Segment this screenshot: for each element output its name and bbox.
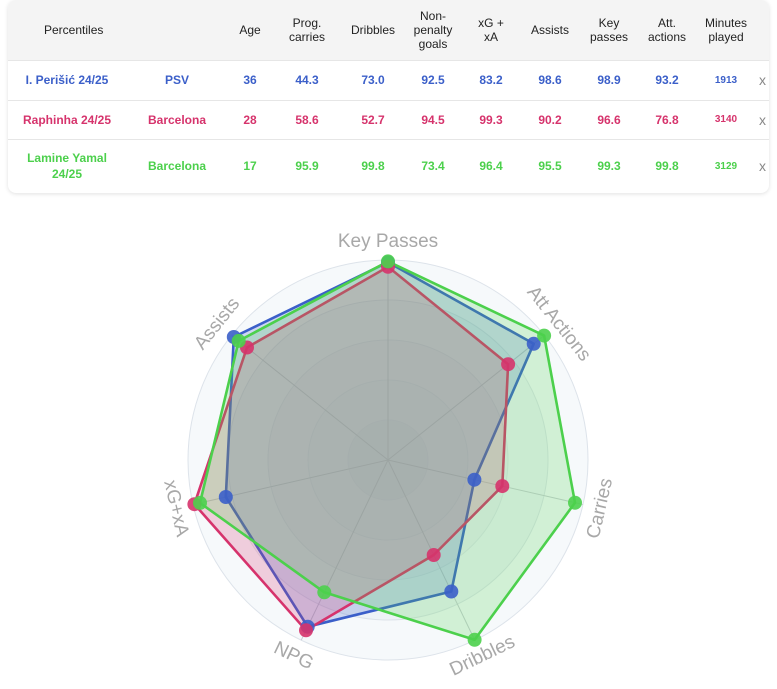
npg-value: 92.5 [404,59,462,100]
header-dribbles[interactable]: Dribbles [342,0,404,60]
table-row: I. Perišić 24/25 PSV 36 44.3 73.0 92.5 83.2 98.… [8,59,769,100]
header-age[interactable]: Age [228,0,272,60]
radar-chart: Key Passes Att Actions Carries Dribbles NPG x… [0,193,777,689]
minutes-value: 3129 [696,138,756,193]
team-name[interactable]: Barcelona [126,138,228,193]
dribbles-value: 99.8 [342,138,404,193]
header-prog-carries[interactable]: Prog. carries [272,0,342,60]
player-name[interactable]: Raphinha 24/25 [8,99,126,139]
data-point[interactable] [537,328,552,343]
header-npg[interactable]: Non- penalty goals [404,0,462,60]
player-name[interactable]: Lamine Yamal 24/25 [8,138,126,193]
data-point[interactable] [467,472,482,487]
axis-line [300,459,389,641]
series-area [198,260,577,642]
assists-value: 90.2 [520,99,580,139]
header-assists[interactable]: Assists [520,0,580,60]
xgxa-value: 99.3 [462,99,520,139]
prog-carries-value: 44.3 [272,59,342,100]
player-name[interactable]: I. Perišić 24/25 [8,59,126,100]
axis-label: xG+xA [159,478,192,539]
axis-line [231,334,389,461]
header-xgxa[interactable]: xG + xA [462,0,520,60]
minutes-value: 1913 [696,59,756,100]
header-percentiles: Percentiles [8,0,126,60]
data-point[interactable] [568,495,582,510]
axis-line [387,334,545,461]
xgxa-value: 83.2 [462,59,520,100]
att-actions-value: 93.2 [638,59,696,100]
att-actions-value: 76.8 [638,99,696,139]
header-minutes[interactable]: Minutes played [696,0,756,60]
assists-value: 98.6 [520,59,580,100]
data-point[interactable] [193,495,207,510]
data-point[interactable] [444,584,459,599]
data-point[interactable] [381,254,395,269]
remove-button[interactable]: x [756,59,769,100]
age-value: 28 [228,99,272,139]
percentiles-table-card: Percentiles Age Prog. carries Dribbles N… [8,0,769,193]
axis-line [387,459,584,505]
data-point[interactable] [467,632,482,647]
att-actions-value: 99.8 [638,138,696,193]
data-point[interactable] [501,357,516,372]
data-point[interactable] [299,623,313,638]
data-point[interactable] [231,333,246,348]
data-point[interactable] [317,585,332,600]
key-passes-value: 99.3 [580,138,638,193]
prog-carries-value: 95.9 [272,138,342,193]
data-point[interactable] [426,548,441,562]
header-team [126,0,228,60]
dribbles-value: 73.0 [342,59,404,100]
npg-value: 73.4 [404,138,462,193]
age-value: 17 [228,138,272,193]
remove-button[interactable]: x [756,138,769,193]
age-value: 36 [228,59,272,100]
remove-button[interactable]: x [756,99,769,139]
team-name[interactable]: Barcelona [126,99,228,139]
prog-carries-value: 58.6 [272,99,342,139]
axis-label: Key Passes [338,231,438,252]
table-row: Lamine Yamal 24/25 Barcelona 17 95.9 99.8 73.… [8,138,769,193]
dribbles-value: 52.7 [342,99,404,139]
data-point[interactable] [526,336,541,351]
key-passes-value: 98.9 [580,59,638,100]
key-passes-value: 96.6 [580,99,638,139]
table-header-row: Percentiles Age Prog. carries Dribbles N… [8,0,769,60]
xgxa-value: 96.4 [462,138,520,193]
header-att-actions[interactable]: Att. actions [638,0,696,60]
data-point[interactable] [495,479,510,494]
percentiles-table: Percentiles Age Prog. carries Dribbles N… [8,0,769,193]
table-row: Raphinha 24/25 Barcelona 28 58.6 52.7 94.5 99.… [8,99,769,139]
npg-value: 94.5 [404,99,462,139]
minutes-value: 3140 [696,99,756,139]
header-key-passes[interactable]: Key passes [580,0,638,60]
series-area [193,265,510,632]
data-point[interactable] [218,490,233,504]
team-name[interactable]: PSV [126,59,228,100]
axis-label: Carries [583,476,617,540]
header-remove [756,0,769,60]
assists-value: 95.5 [520,138,580,193]
